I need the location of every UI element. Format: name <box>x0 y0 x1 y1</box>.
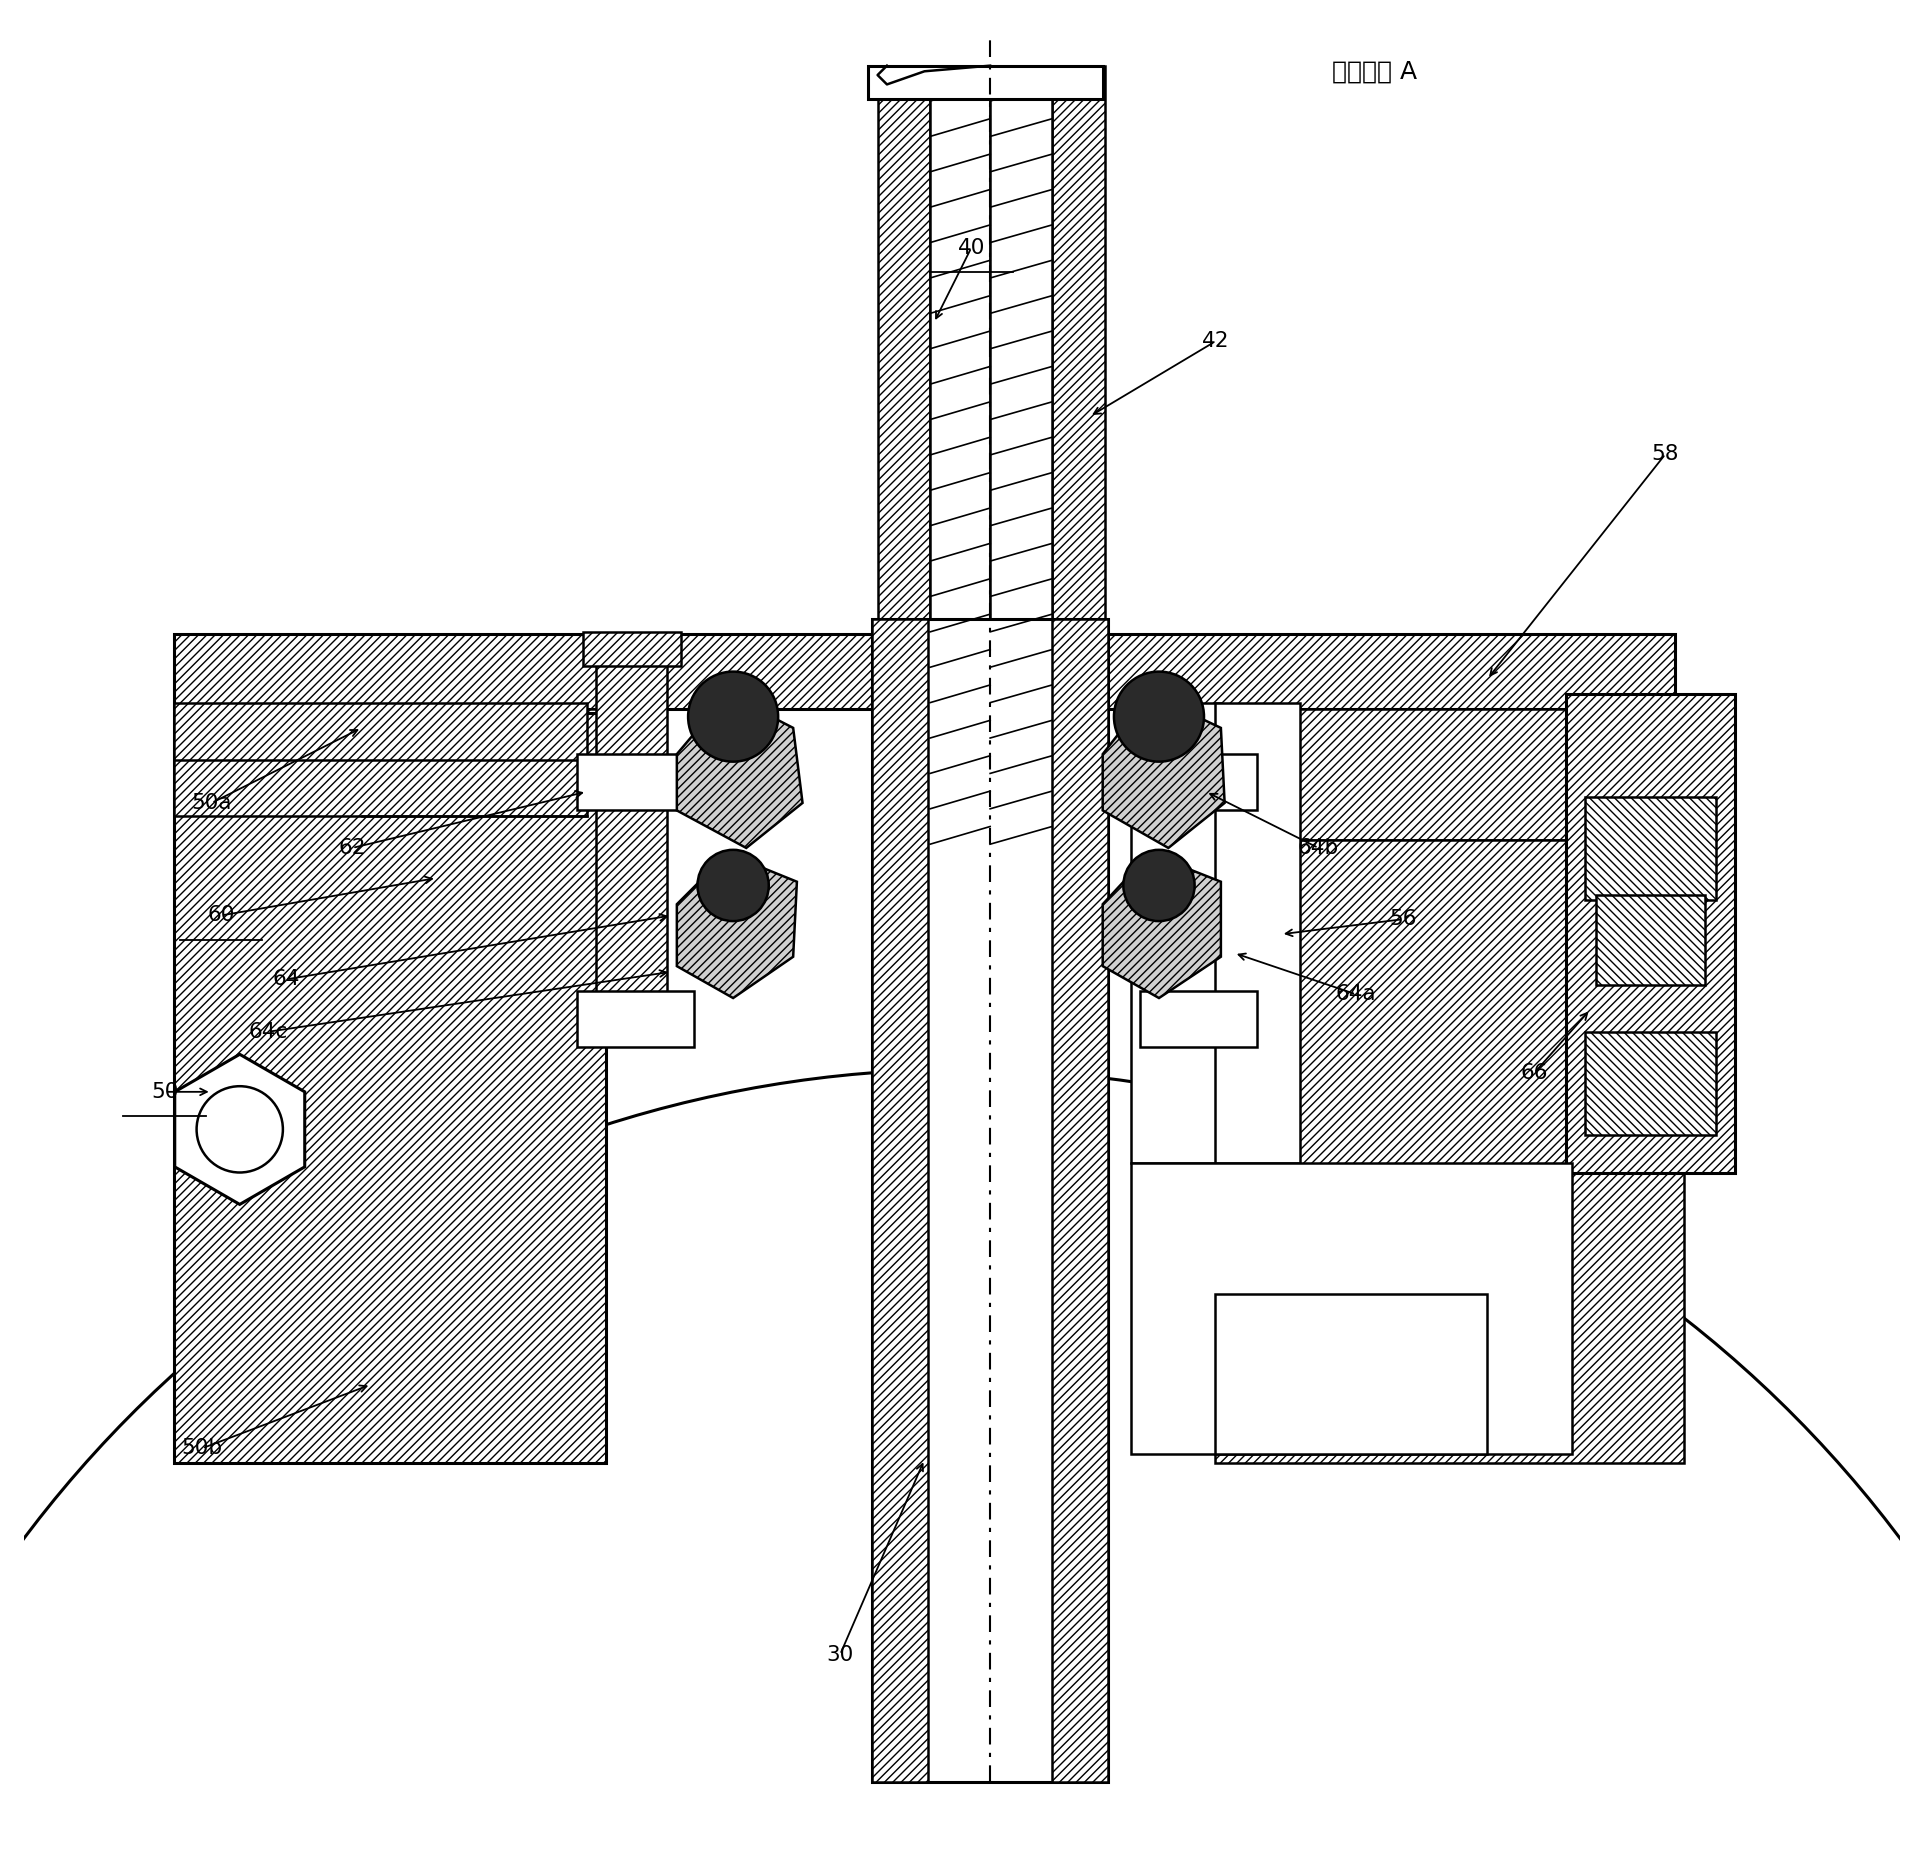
Circle shape <box>698 850 769 921</box>
Text: 66: 66 <box>1519 1064 1548 1082</box>
Bar <box>1052 619 1108 1782</box>
Polygon shape <box>1102 854 1221 998</box>
Bar <box>596 647 667 1022</box>
Bar <box>1215 704 1300 1163</box>
Text: 30: 30 <box>827 1645 854 1664</box>
Bar <box>1131 704 1221 1163</box>
Polygon shape <box>677 694 802 848</box>
Bar <box>1215 709 1683 840</box>
Polygon shape <box>1102 694 1225 848</box>
Bar <box>929 66 990 844</box>
Text: 50: 50 <box>150 1082 179 1101</box>
Circle shape <box>196 1086 283 1172</box>
Bar <box>577 754 694 810</box>
Bar <box>1585 1032 1715 1135</box>
Bar <box>1150 762 1246 803</box>
Text: 64b: 64b <box>1298 839 1338 857</box>
Bar <box>173 709 362 816</box>
Bar <box>362 709 606 840</box>
Bar <box>1140 991 1256 1047</box>
Circle shape <box>1123 850 1194 921</box>
Text: 62: 62 <box>338 839 365 857</box>
Bar <box>587 994 685 1036</box>
Bar <box>173 713 606 1463</box>
Bar <box>1150 994 1246 1036</box>
Bar <box>1052 66 1104 844</box>
Bar <box>1140 754 1256 810</box>
Bar <box>871 619 927 1782</box>
Circle shape <box>1113 672 1204 762</box>
Text: 64a: 64a <box>1335 985 1375 1004</box>
Bar <box>877 66 929 844</box>
Bar <box>583 632 681 666</box>
Bar <box>1215 840 1683 1463</box>
Bar <box>1131 1163 1571 1454</box>
Bar <box>867 66 1102 99</box>
Polygon shape <box>175 1054 304 1204</box>
Text: 56: 56 <box>1388 910 1415 929</box>
Text: 40: 40 <box>958 238 985 257</box>
Text: 58: 58 <box>1650 445 1679 463</box>
Bar <box>577 991 694 1047</box>
Bar <box>871 619 1108 1782</box>
Polygon shape <box>677 854 796 998</box>
Text: 64: 64 <box>273 970 300 989</box>
Bar <box>173 709 362 816</box>
Bar <box>1585 797 1715 900</box>
Bar <box>173 634 1675 709</box>
Bar <box>1565 694 1735 1172</box>
Text: 50a: 50a <box>190 794 233 812</box>
Text: 42: 42 <box>1200 332 1229 351</box>
Text: 50b: 50b <box>181 1439 223 1458</box>
Text: 64c: 64c <box>248 1022 287 1041</box>
Bar <box>1215 1294 1486 1454</box>
Text: 详细视图 A: 详细视图 A <box>1331 60 1417 84</box>
Bar <box>1596 895 1704 985</box>
Bar <box>173 704 587 816</box>
Circle shape <box>688 672 777 762</box>
Bar <box>990 66 1052 844</box>
Bar <box>587 762 685 803</box>
Text: 60: 60 <box>208 906 235 925</box>
